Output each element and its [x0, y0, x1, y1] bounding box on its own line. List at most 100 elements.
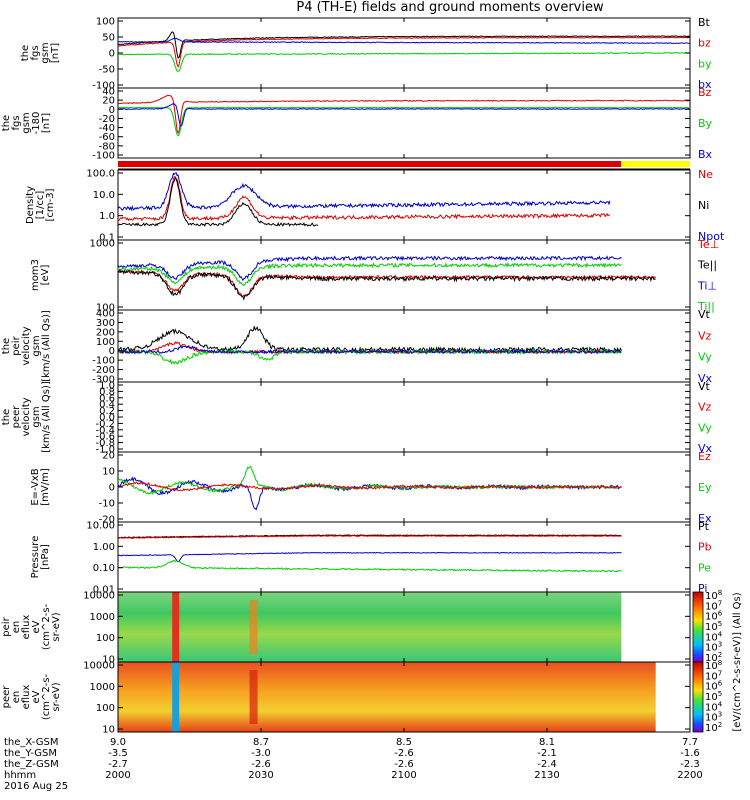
trace-red	[117, 481, 622, 492]
colorbar	[692, 661, 704, 733]
y-axis-label: Density [1/cc] [cm-3]	[25, 186, 56, 224]
y-tick-label: -1.0	[95, 445, 115, 456]
bottom-row-value: 2100	[391, 770, 416, 781]
y-tick-label: 20	[102, 96, 115, 107]
y-tick-label: 50	[102, 33, 115, 44]
y-axis-label-line: sr-eV)	[51, 612, 62, 641]
y-tick-label: -0.8	[95, 438, 115, 449]
panel-frame	[117, 521, 691, 593]
spectrogram-fill	[118, 592, 622, 662]
y-tick-label: 400	[96, 309, 115, 320]
y-tick-label: -10	[99, 499, 115, 510]
legend-entry: Pe	[698, 561, 711, 574]
y-tick-label: 10.0	[93, 190, 115, 201]
bottom-row-value: 9.0	[110, 737, 126, 748]
legend-entry: Ez	[698, 450, 711, 463]
y-axis-label-line: eflux	[21, 615, 32, 640]
legend-entry: Vx	[698, 442, 713, 455]
y-axis-label-line: velocity	[21, 397, 32, 436]
bottom-row-value: -2.6	[251, 759, 271, 770]
y-axis-label-line: fgs	[11, 115, 22, 130]
legend-entry: Te⊥	[697, 238, 719, 251]
legend-entry: bx	[698, 78, 712, 91]
trace-black	[118, 534, 622, 539]
y-axis-label-line: en	[11, 621, 22, 634]
y-tick-label: 1000	[90, 612, 115, 623]
y-tick-label: 0.1	[99, 233, 115, 244]
trace-black	[117, 176, 319, 227]
y-axis-label: mom3 [eV]	[30, 259, 51, 291]
y-tick-label: -0.6	[95, 432, 115, 443]
bottom-row-value: -3.0	[251, 748, 271, 759]
bottom-row-value: -1.6	[680, 748, 700, 759]
y-axis-label-line: Density	[25, 186, 36, 224]
bottom-row-value: 2200	[677, 770, 702, 781]
panel-frame	[117, 239, 691, 311]
y-axis-label-line: the	[0, 619, 2, 635]
legend-entry: Pb	[698, 541, 712, 554]
legend-entry: Ti⊥	[697, 279, 717, 292]
y-axis-label-line: eV	[31, 690, 42, 703]
y-tick-label: 10.00	[86, 521, 115, 532]
legend-entry: Bx	[698, 148, 713, 161]
y-tick-label: 100	[96, 303, 115, 314]
y-tick-label: 0	[109, 483, 115, 494]
bottom-row-label: the_X-GSM	[4, 737, 58, 748]
trace-green	[117, 52, 691, 72]
y-tick-label: -40	[99, 123, 115, 134]
legend-entry: Ex	[698, 512, 712, 525]
bottom-row-label: the_Z-GSM	[4, 759, 59, 770]
y-tick-label: -20	[99, 515, 115, 526]
y-axis-label-line: [cm-3]	[45, 188, 56, 221]
bottom-row-value: -2.4	[537, 759, 557, 770]
y-axis-label-line: gsm	[31, 406, 42, 427]
bottom-row-label: hhmm	[4, 770, 36, 781]
panel-frame	[117, 87, 691, 159]
y-tick-label: 100	[96, 633, 115, 644]
y-axis-label-line: the	[1, 338, 12, 354]
y-axis-label-line: Pressure	[30, 536, 41, 579]
y-tick-label: 0.4	[99, 400, 115, 411]
y-axis-label-line: eflux	[21, 685, 32, 710]
y-tick-label: 10000	[83, 661, 115, 672]
y-tick-label: 0	[109, 105, 115, 116]
y-tick-label: 10	[102, 655, 115, 666]
bottom-row-value: 2130	[534, 770, 559, 781]
trace-blue	[117, 476, 622, 511]
y-tick-label: -100	[92, 151, 115, 162]
bottom-row-value: -2.6	[394, 748, 414, 759]
spectrogram-burst	[172, 662, 180, 732]
y-tick-label: 10000	[83, 591, 115, 602]
legend-entry: Ne	[698, 168, 713, 181]
trace-black	[117, 31, 690, 59]
legend-entry: Vy	[698, 351, 712, 364]
spectrogram-burst	[172, 592, 180, 662]
y-tick-label: 300	[96, 318, 115, 329]
trace-black	[117, 268, 656, 301]
legend-entry: Vt	[698, 308, 711, 321]
bottom-row-value: 2000	[105, 770, 130, 781]
spectrogram-burst	[249, 670, 258, 724]
y-axis-label-line: peer	[11, 405, 22, 429]
y-axis-label: the fgs gsm -180 [nT]	[1, 112, 52, 135]
y-tick-label: -0.4	[95, 425, 115, 436]
y-axis-label-line: gsm	[31, 335, 42, 356]
y-axis-label-line: E=-VxB	[30, 468, 41, 505]
y-axis-label-line: peir	[11, 335, 22, 355]
y-tick-label: 10	[102, 725, 115, 736]
legend-entry: By	[698, 117, 713, 130]
y-tick-label: 1.00	[93, 542, 115, 553]
y-axis-label: the peir en eflux eV (cm^2-s-sr-eV)	[0, 603, 62, 650]
y-axis-label-line: [eV]	[40, 265, 51, 286]
y-tick-label: 100	[96, 703, 115, 714]
bottom-row-value: -2.7	[108, 759, 128, 770]
trace-red	[117, 176, 610, 222]
y-tick-label: 10	[102, 467, 115, 478]
y-axis-label: Pressure [nPa]	[30, 536, 51, 579]
y-tick-label: 1000	[90, 682, 115, 693]
y-tick-label: 1.0	[99, 211, 115, 222]
bottom-row-value: 8.7	[253, 737, 269, 748]
bottom-row-label: the_Y-GSM	[4, 748, 57, 759]
y-axis-label-line: the	[1, 115, 12, 131]
legend-entry: Npot	[698, 230, 725, 243]
